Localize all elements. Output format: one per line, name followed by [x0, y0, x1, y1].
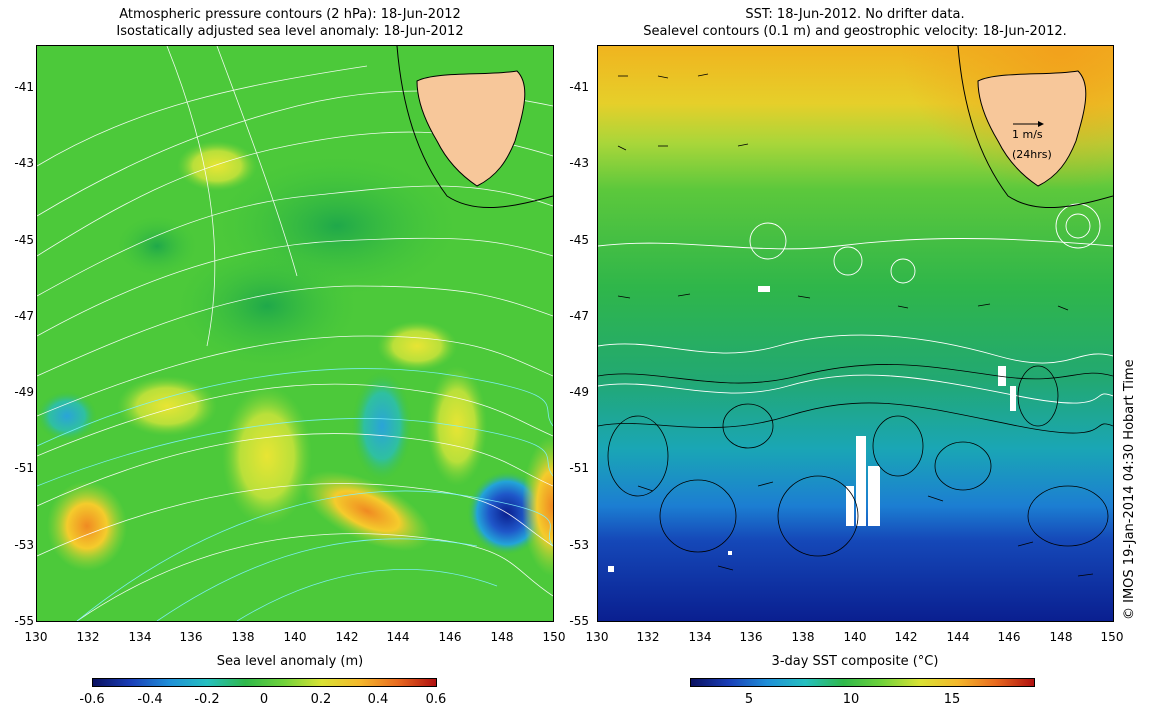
right-ytick: -41 — [569, 80, 589, 94]
right-xtick: 134 — [688, 630, 712, 644]
right-xtick: 150 — [1100, 630, 1124, 644]
right-xtick: 144 — [946, 630, 970, 644]
right-xtick: 140 — [843, 630, 867, 644]
tasmania-land — [416, 70, 526, 187]
geostrophic-velocity-arrows — [617, 73, 1094, 577]
right-ytick: -49 — [569, 385, 589, 399]
right-xtick: 142 — [894, 630, 918, 644]
sealevel-contours-black — [598, 364, 1113, 557]
left-xtick: 148 — [490, 630, 514, 644]
imos-credit: © IMOS 19-Jan-2014 04:30 Hobart Time — [1122, 359, 1137, 620]
shelf-contour — [396, 46, 553, 208]
left-colorbar-tick: 0 — [259, 692, 269, 707]
sla-high-patch — [377, 321, 457, 371]
right-xtick: 136 — [739, 630, 763, 644]
left-colorbar-label: Sea level anomaly (m) — [216, 654, 364, 669]
left-colorbar-tick: 0.4 — [367, 692, 389, 707]
left-colorbar-tick: -0.4 — [137, 692, 163, 707]
shelf-contour — [957, 46, 1113, 208]
right-colorbar-tick: 5 — [744, 692, 754, 707]
sla-high-patch — [117, 376, 217, 436]
left-ytick: -41 — [14, 80, 34, 94]
right-colorbar-tick: 15 — [943, 692, 961, 707]
right-colorbar-tick: 10 — [842, 692, 860, 707]
right-ytick: -43 — [569, 156, 589, 170]
right-xtick: 148 — [1049, 630, 1073, 644]
left-xtick: 138 — [231, 630, 255, 644]
right-panel-title: SST: 18-Jun-2012. No drifter data. Seale… — [600, 6, 1110, 40]
left-xtick: 146 — [438, 630, 462, 644]
sla-high-patch — [177, 141, 257, 191]
left-colorbar-tick: -0.6 — [79, 692, 105, 707]
tasmania-land — [977, 70, 1087, 187]
right-map-panel[interactable] — [597, 45, 1114, 622]
right-colorbar — [690, 678, 1035, 687]
sla-low-patch — [117, 216, 197, 276]
right-colorbar-label: 3-day SST composite (°C) — [771, 654, 939, 669]
left-xtick: 140 — [283, 630, 307, 644]
left-xtick: 144 — [386, 630, 410, 644]
left-ytick: -47 — [14, 309, 34, 323]
right-xtick: 146 — [997, 630, 1021, 644]
right-xtick: 138 — [791, 630, 815, 644]
sla-high-patch — [47, 481, 127, 571]
pressure-contours-cyan — [37, 368, 553, 621]
left-xtick: 130 — [24, 630, 48, 644]
right-map-svg — [598, 46, 1113, 621]
left-map-svg — [37, 46, 553, 621]
right-xtick: 132 — [636, 630, 660, 644]
left-colorbar-tick: 0.2 — [310, 692, 332, 707]
right-ytick: -55 — [569, 614, 589, 628]
left-xtick: 132 — [76, 630, 100, 644]
left-xtick: 136 — [179, 630, 203, 644]
right-ytick: -47 — [569, 309, 589, 323]
left-ytick: -55 — [14, 614, 34, 628]
right-ytick: -51 — [569, 461, 589, 475]
left-title-line1: Atmospheric pressure contours (2 hPa): 1… — [119, 7, 461, 22]
right-ytick: -53 — [569, 538, 589, 552]
left-panel-title: Atmospheric pressure contours (2 hPa): 1… — [60, 6, 520, 40]
left-ytick: -43 — [14, 156, 34, 170]
sla-low-patch — [177, 246, 357, 366]
left-colorbar-tick: -0.2 — [194, 692, 220, 707]
left-ytick: -53 — [14, 538, 34, 552]
sla-high-patch — [302, 470, 432, 552]
scale-vector-head — [1038, 121, 1044, 127]
left-colorbar — [92, 678, 437, 687]
sla-low-patch — [37, 391, 97, 441]
left-xtick: 134 — [128, 630, 152, 644]
right-title-line2: Sealevel contours (0.1 m) and geostrophi… — [643, 24, 1067, 39]
sealevel-contours — [598, 203, 1113, 404]
left-ytick: -45 — [14, 233, 34, 247]
right-title-line1: SST: 18-Jun-2012. No drifter data. — [745, 7, 965, 22]
left-ytick: -51 — [14, 461, 34, 475]
left-colorbar-tick: 0.6 — [425, 692, 447, 707]
sst-missing-data — [608, 286, 1016, 572]
left-xtick: 142 — [335, 630, 359, 644]
left-map-panel[interactable] — [36, 45, 554, 622]
right-ytick: -45 — [569, 233, 589, 247]
left-xtick: 150 — [542, 630, 566, 644]
right-xtick: 130 — [585, 630, 609, 644]
left-ytick: -49 — [14, 385, 34, 399]
left-title-line2: Isostatically adjusted sea level anomaly… — [116, 24, 464, 39]
scale-vector-label: 1 m/s — [1012, 128, 1043, 141]
scale-vector-time: (24hrs) — [1012, 148, 1052, 161]
sla-low-patch — [352, 371, 412, 481]
